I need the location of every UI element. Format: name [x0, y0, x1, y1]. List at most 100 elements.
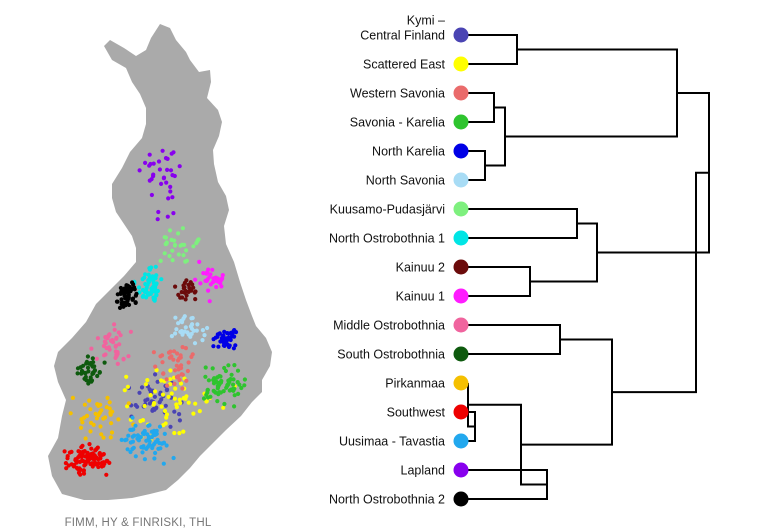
sample-dot — [188, 334, 193, 339]
sample-dot — [153, 264, 158, 269]
sample-dot — [140, 450, 145, 455]
sample-dot — [153, 364, 158, 369]
sample-dot — [126, 297, 131, 302]
sample-dot — [128, 440, 133, 445]
sample-dot — [155, 437, 160, 442]
sample-dot — [151, 174, 156, 179]
sample-dot — [171, 455, 176, 461]
sample-dot — [104, 472, 109, 477]
sample-dot — [153, 289, 158, 294]
sample-dot — [154, 273, 159, 278]
population-legend: Kymi – Central Finland Scattered East Weste… — [329, 14, 469, 507]
sample-dot — [102, 353, 107, 358]
dendrogram — [467, 34, 710, 500]
leaf-kymi-central-finland: Kymi – Central Finland — [360, 14, 469, 43]
sample-dot — [117, 305, 123, 310]
sample-dot — [92, 364, 97, 369]
sample-dot — [172, 368, 178, 373]
sample-dot — [136, 285, 142, 290]
sample-dot — [192, 341, 198, 346]
sample-dot — [155, 217, 160, 222]
sample-dot — [210, 366, 215, 371]
sample-dot — [160, 148, 165, 153]
sample-dot — [176, 321, 181, 326]
sample-dot — [160, 392, 166, 397]
sample-dot — [163, 403, 168, 408]
branch-n14 — [521, 338, 613, 446]
leaf-label: Kuusamo-Pudasjärvi — [330, 203, 445, 217]
sample-dot — [131, 282, 136, 287]
sample-dot — [165, 383, 170, 388]
sample-dot — [128, 449, 133, 455]
sample-dot — [143, 160, 148, 165]
sample-dot — [130, 297, 135, 302]
sample-dot — [146, 292, 151, 297]
sample-dot — [136, 438, 141, 443]
leaf-marker — [453, 375, 469, 391]
sample-dot — [202, 333, 207, 338]
sample-dot — [186, 400, 191, 405]
sample-dot — [165, 167, 170, 172]
branch-n2 — [468, 92, 495, 123]
sample-dot — [147, 267, 153, 272]
sample-dot — [230, 332, 235, 337]
sample-dot — [135, 404, 140, 409]
sample-dot — [152, 394, 157, 399]
sample-dot — [167, 355, 172, 360]
sample-dot — [117, 342, 122, 347]
sample-dot — [156, 209, 161, 215]
sample-dot — [213, 379, 218, 384]
leaf-label: Kymi – Central Finland — [360, 14, 445, 43]
sample-dot — [148, 393, 153, 398]
leaf-marker — [453, 462, 469, 478]
sample-dot — [189, 322, 194, 327]
sample-dot — [89, 346, 94, 351]
sample-dot — [86, 369, 91, 374]
sample-dot — [220, 273, 225, 278]
sample-dot — [180, 226, 185, 231]
sample-dot — [178, 381, 184, 386]
leaf-label: Uusimaa - Tavastia — [339, 435, 445, 449]
sample-dot — [109, 430, 115, 435]
sample-dot — [168, 168, 174, 173]
sample-dot — [75, 466, 80, 471]
sample-dot — [147, 276, 152, 282]
sample-dot — [142, 403, 147, 409]
sample-dot — [83, 436, 88, 441]
sample-dot — [222, 401, 227, 407]
sample-dot — [150, 274, 155, 279]
sample-dot — [221, 333, 226, 339]
sample-dot — [124, 437, 129, 442]
sample-dot — [193, 401, 198, 406]
sample-dot — [193, 277, 198, 282]
sample-dot — [157, 400, 162, 405]
leaf-marker — [453, 317, 469, 333]
sample-dot — [232, 363, 237, 368]
sample-dot — [223, 341, 228, 346]
sample-dot — [179, 320, 185, 325]
sample-dot — [158, 446, 163, 451]
sample-dot — [180, 386, 185, 391]
sample-dot — [144, 295, 149, 300]
sample-dot — [126, 401, 131, 406]
leaf-marker — [453, 85, 469, 101]
leaf-north-ostrobothnia-1: North Ostrobothnia 1 — [329, 230, 469, 246]
sample-dot — [177, 377, 182, 383]
sample-dot — [200, 338, 205, 343]
sample-dot — [151, 350, 156, 355]
sample-dot — [96, 403, 101, 408]
sample-dot — [172, 349, 177, 354]
sample-dot — [166, 394, 171, 399]
sample-dot — [162, 251, 167, 256]
sample-dot — [194, 328, 199, 333]
sample-dot — [223, 336, 228, 341]
sample-dot — [122, 388, 127, 393]
sample-dot — [232, 404, 237, 409]
sample-dot — [164, 443, 169, 448]
sample-dot — [95, 445, 100, 450]
branch-n0 — [468, 34, 518, 65]
sample-dot — [168, 424, 173, 429]
sample-dot — [218, 281, 223, 286]
sample-dot — [125, 283, 131, 288]
sample-dot — [141, 445, 146, 450]
